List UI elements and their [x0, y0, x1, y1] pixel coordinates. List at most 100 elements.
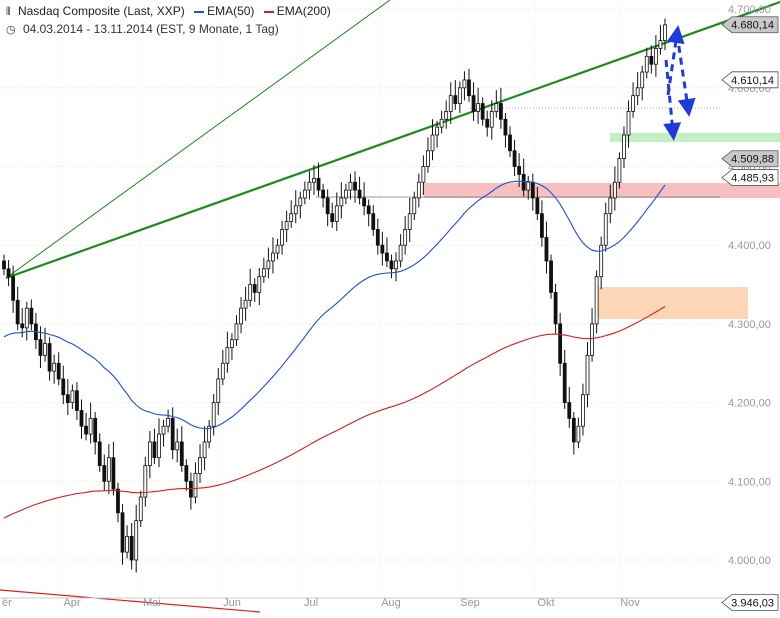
- candle-body: [535, 197, 540, 215]
- candle-body: [476, 103, 480, 112]
- candle-body: [658, 40, 663, 49]
- chart-title: Nasdaq Composite (Last, XXP): [17, 4, 185, 18]
- candle-body: [357, 189, 362, 199]
- candle-body: [24, 307, 29, 329]
- candle-body: [503, 118, 508, 136]
- candle-body: [622, 134, 626, 160]
- candle-body: [467, 79, 471, 97]
- trend-line-steep: [5, 0, 391, 279]
- y-tick-label: 4.400,00: [728, 240, 771, 252]
- candle-body: [52, 362, 57, 372]
- candle-body: [220, 362, 225, 380]
- candle-body: [453, 95, 458, 104]
- candle-body: [608, 197, 613, 215]
- candle-body: [594, 276, 599, 325]
- candle-body: [11, 276, 16, 301]
- candle-body: [635, 87, 640, 97]
- candle-body: [626, 111, 631, 136]
- forecast-arrows: [663, 25, 696, 141]
- candle-body: [416, 181, 421, 199]
- candle-body: [640, 71, 645, 89]
- support-zone-green: [610, 133, 780, 142]
- candle-body: [29, 307, 34, 325]
- candle-body: [444, 111, 449, 120]
- candle-body: [312, 177, 316, 183]
- candle-body: [412, 197, 417, 215]
- candle-body: [193, 473, 198, 498]
- gap-zone-orange: [595, 287, 748, 319]
- legend-ema50: EMA(50): [207, 4, 255, 18]
- grid: [0, 0, 720, 598]
- candle-body: [398, 244, 403, 262]
- candle-body: [184, 465, 189, 482]
- candle-body: [198, 457, 202, 474]
- candle-body: [362, 197, 367, 207]
- candle-body: [61, 378, 66, 396]
- candle-body: [590, 323, 594, 356]
- candle-body: [316, 177, 321, 191]
- candle-body: [371, 213, 376, 230]
- x-tick-label: Apr: [63, 597, 80, 609]
- candle-body: [553, 292, 558, 325]
- candle-body: [302, 189, 307, 199]
- candle-body: [102, 465, 107, 482]
- down-arrow-dashed-1: [675, 33, 696, 117]
- candle-body: [261, 268, 266, 278]
- candle-body: [93, 417, 98, 443]
- candle-body: [211, 402, 216, 427]
- candle-body: [585, 354, 590, 396]
- ema200-legend-swatch: [263, 10, 274, 13]
- y-axis: 4.000,00 4.100,00 4.200,00 4.300,00 4.400,00…: [728, 4, 771, 567]
- candle-body: [435, 126, 439, 136]
- candle-body: [2, 260, 6, 270]
- candle-body: [394, 260, 398, 270]
- candle-body: [216, 378, 221, 403]
- candle-body: [343, 189, 348, 199]
- candle-body: [353, 181, 357, 191]
- candle-body: [88, 417, 93, 435]
- clock-icon: ◷: [6, 24, 16, 36]
- candle-body: [457, 87, 462, 104]
- candle-body: [603, 213, 608, 246]
- candle-body: [489, 111, 494, 128]
- candle-body: [540, 213, 544, 238]
- candle-body: [207, 425, 212, 443]
- price-marker-box: [721, 71, 779, 89]
- candle-body: [571, 417, 576, 443]
- candle-body: [562, 362, 567, 403]
- y-tick-label: 4.100,00: [728, 476, 771, 488]
- candle-body: [152, 441, 157, 459]
- y-tick-label: 4.700,00: [728, 4, 771, 16]
- candle-body: [485, 118, 490, 128]
- candle-body: [116, 488, 120, 514]
- price-marker-box: [721, 594, 779, 611]
- x-tick-label: Aug: [381, 597, 401, 609]
- candle-body: [498, 103, 503, 120]
- price-marker-box: [721, 16, 779, 34]
- candle-body: [175, 441, 180, 451]
- candle-body: [20, 323, 25, 329]
- candle-body: [375, 229, 380, 246]
- candle-body: [521, 173, 526, 191]
- candle-body: [284, 221, 289, 230]
- price-markers: 4.680,14 4.610,14 4.509,88 4.485,93 3.946,03: [721, 16, 779, 611]
- candle-body: [480, 103, 485, 120]
- candle-body: [334, 205, 339, 222]
- candle-body: [617, 158, 622, 183]
- up-arrow-dashed: [666, 25, 685, 96]
- candle-body: [75, 390, 79, 411]
- ema200-line: [3, 306, 666, 519]
- candle-body: [649, 55, 654, 65]
- candle-body: [271, 252, 275, 262]
- resistance-zone-red: [424, 183, 780, 198]
- ema-lines: [3, 180, 666, 519]
- trend-line-lower-red: [0, 589, 261, 613]
- y-tick-label: 4.200,00: [728, 398, 771, 410]
- candle-body: [111, 457, 116, 490]
- candle-body: [6, 268, 11, 278]
- x-tick-label: Jul: [304, 597, 318, 609]
- candle-body: [403, 229, 408, 246]
- price-marker-label: 3.946,03: [731, 597, 774, 609]
- range-text: 04.03.2014 - 13.11.2014 (EST, 9 Monate, …: [22, 22, 279, 36]
